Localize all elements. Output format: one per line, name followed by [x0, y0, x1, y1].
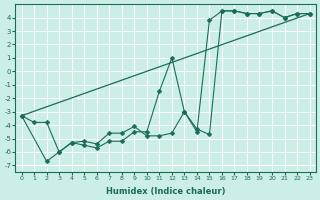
X-axis label: Humidex (Indice chaleur): Humidex (Indice chaleur) — [106, 187, 225, 196]
